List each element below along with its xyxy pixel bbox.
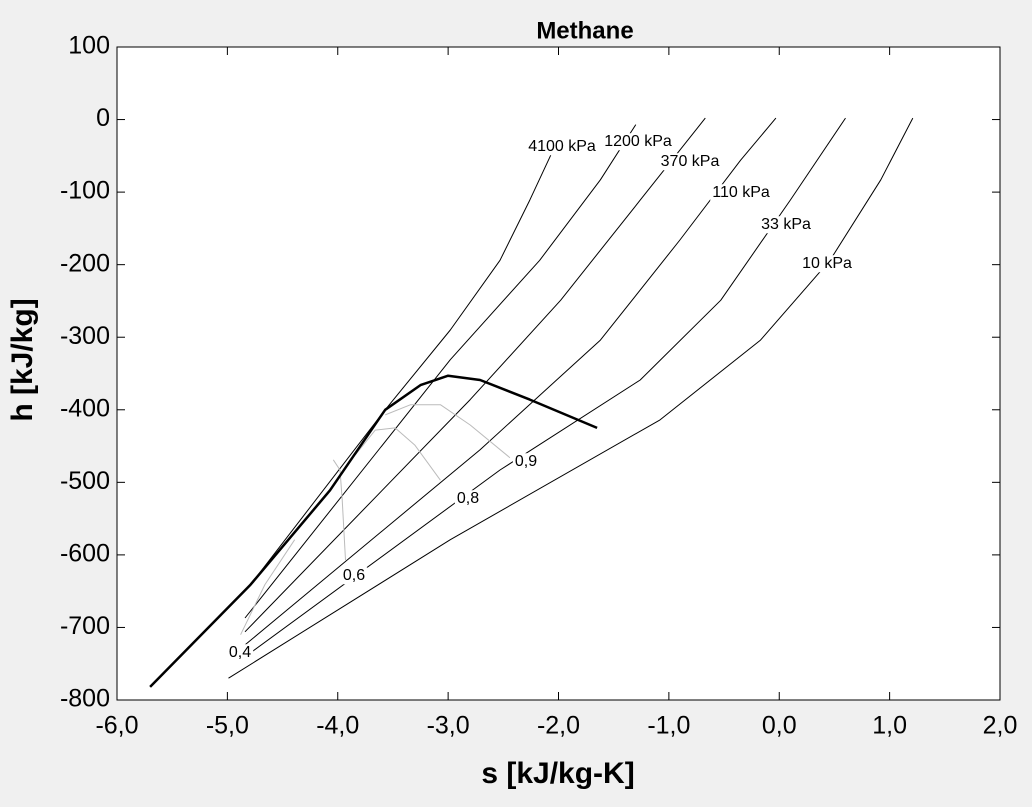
plot-area xyxy=(117,47,1000,700)
curve xyxy=(244,117,777,646)
curve-label: 33 kPa xyxy=(761,216,811,233)
curve xyxy=(332,459,346,561)
curve-label: 110 kPa xyxy=(712,184,770,201)
label-background xyxy=(226,644,254,662)
x-tick-label: -4,0 xyxy=(316,712,359,740)
curve xyxy=(149,374,598,688)
label-background xyxy=(602,133,674,151)
x-tick-label: -6,0 xyxy=(95,712,138,740)
y-tick-label: -600 xyxy=(60,539,110,567)
chart-title: Methane xyxy=(536,17,633,44)
x-tick-label: 1,0 xyxy=(872,712,907,740)
y-tick-label: -200 xyxy=(60,249,110,277)
x-tick-label: -5,0 xyxy=(206,712,249,740)
x-tick-label: -2,0 xyxy=(537,712,580,740)
y-tick-label: -400 xyxy=(60,394,110,422)
x-tick-label: 0,0 xyxy=(762,712,797,740)
label-background xyxy=(340,567,368,585)
x-tick-label: 2,0 xyxy=(983,712,1018,740)
curve-label: 1200 kPa xyxy=(604,133,672,150)
curve-label: 0,4 xyxy=(229,644,251,661)
curve xyxy=(250,154,552,585)
curve-label: 0,6 xyxy=(343,567,365,584)
curve xyxy=(385,404,511,459)
label-background xyxy=(800,255,855,273)
curve xyxy=(244,124,637,619)
y-tick-label: -100 xyxy=(60,177,110,205)
x-tick-label: -1,0 xyxy=(647,712,690,740)
x-axis-title: s [kJ/kg-K] xyxy=(481,757,634,790)
curve xyxy=(240,539,296,635)
y-tick-label: -300 xyxy=(60,322,110,350)
y-tick-label: -700 xyxy=(60,612,110,640)
y-tick-label: -500 xyxy=(60,467,110,495)
label-background xyxy=(526,138,598,156)
label-background xyxy=(759,216,814,234)
label-background xyxy=(710,184,772,202)
curve xyxy=(355,427,441,481)
label-background xyxy=(658,153,722,171)
label-background xyxy=(512,453,540,471)
y-axis-title: h [kJ/kg] xyxy=(6,298,39,421)
curve-label: 0,9 xyxy=(515,453,537,470)
curve-label: 370 kPa xyxy=(661,153,720,170)
curve-label: 0,8 xyxy=(457,490,479,507)
plot: 10 kPa 33 kPa 110 kPa 370 kPa 1200 kPa 4100 k… xyxy=(149,117,914,688)
x-tick-label: -3,0 xyxy=(427,712,470,740)
curve-label: 4100 kPa xyxy=(528,138,596,155)
curve-label: 10 kPa xyxy=(802,255,852,272)
y-tick-label: 100 xyxy=(68,32,110,60)
curve xyxy=(244,117,706,633)
curve xyxy=(228,117,914,679)
label-background xyxy=(454,490,482,508)
y-tick-label: -800 xyxy=(60,685,110,713)
y-tick-label: 0 xyxy=(96,104,110,132)
